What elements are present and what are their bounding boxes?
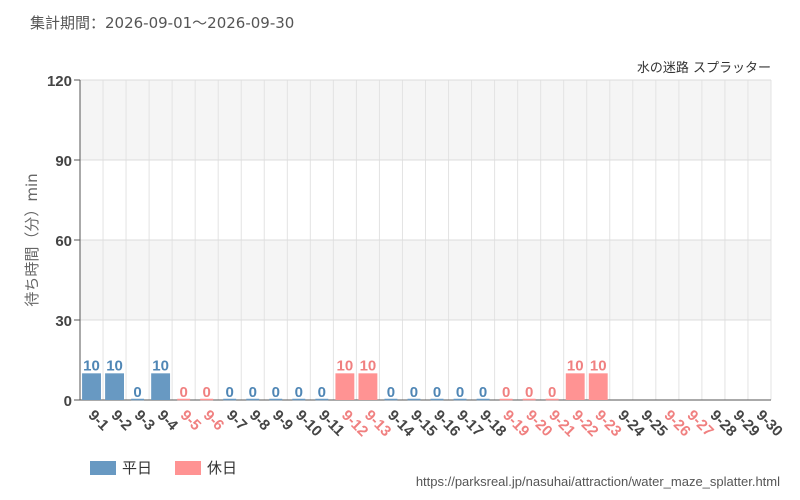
bar-value-label: 0 <box>548 384 556 401</box>
bar-value-label: 0 <box>525 384 533 401</box>
bar-value-label: 10 <box>337 357 354 374</box>
y-tick-label: 0 <box>64 393 72 410</box>
bar-value-label: 10 <box>567 357 584 374</box>
x-tick-label: 9-8 <box>246 407 273 434</box>
bar-value-label: 10 <box>590 357 607 374</box>
x-tick-label: 9-7 <box>223 407 250 434</box>
y-tick-label: 90 <box>55 153 72 170</box>
bar-value-label: 0 <box>479 384 487 401</box>
x-tick-label: 9-30 <box>753 407 786 440</box>
bar-value-label: 0 <box>410 384 418 401</box>
bar <box>151 373 171 400</box>
bar-value-label: 0 <box>133 384 141 401</box>
x-tick-label: 9-9 <box>269 407 296 434</box>
y-axis-label: 待ち時間（分）min <box>23 173 41 306</box>
legend-weekday-swatch <box>90 460 116 475</box>
x-tick-label: 9-1 <box>85 407 112 434</box>
x-tick-label: 9-4 <box>154 407 182 435</box>
bar-value-label: 0 <box>272 384 280 401</box>
bar <box>105 373 124 400</box>
x-tick-label: 9-5 <box>177 407 204 434</box>
bar <box>358 373 378 400</box>
bar-value-label: 10 <box>106 357 123 374</box>
legend-weekday: 平日 <box>90 457 152 478</box>
bar-value-label: 0 <box>203 384 211 401</box>
bar-value-label: 10 <box>360 357 377 374</box>
bar-value-label: 0 <box>226 384 234 401</box>
bar-value-label: 10 <box>83 357 100 374</box>
bar-value-label: 0 <box>502 384 510 401</box>
legend-holiday-label: 休日 <box>207 459 238 477</box>
period-label: 集計期間：2026-09-01〜2026-09-30 <box>30 14 295 32</box>
bar-value-label: 0 <box>387 384 395 401</box>
legend-holiday-swatch <box>175 460 201 475</box>
bar <box>588 373 608 400</box>
source-url: https://parksreal.jp/nasuhai/attraction/… <box>415 474 780 489</box>
bar-value-label: 0 <box>179 384 187 401</box>
bar <box>82 373 101 400</box>
wait-time-bar-chart: 0 30 60 90 120 10 9-1 10 9-2 0 9-3 10 9-4 0 9-5 0 9-6 0 9-… <box>23 60 786 441</box>
legend-weekday-label: 平日 <box>122 459 153 477</box>
bar-value-label: 0 <box>295 384 303 401</box>
bar-value-label: 0 <box>433 384 441 401</box>
x-tick-label: 9-3 <box>131 407 158 434</box>
bar-value-label: 0 <box>456 384 464 401</box>
bar <box>565 373 585 400</box>
legend-holiday: 休日 <box>175 457 237 478</box>
bar <box>335 373 355 400</box>
x-tick-label: 9-6 <box>200 407 227 434</box>
bar-value-label: 0 <box>318 384 326 401</box>
bar-value-label: 10 <box>152 357 169 374</box>
x-tick-label: 9-2 <box>108 407 135 434</box>
chart-title: 水の迷路 スプラッター <box>637 60 771 76</box>
y-tick-label: 60 <box>55 233 72 250</box>
bar-value-label: 0 <box>249 384 257 401</box>
y-tick-label: 120 <box>47 73 72 90</box>
y-tick-label: 30 <box>55 313 72 330</box>
